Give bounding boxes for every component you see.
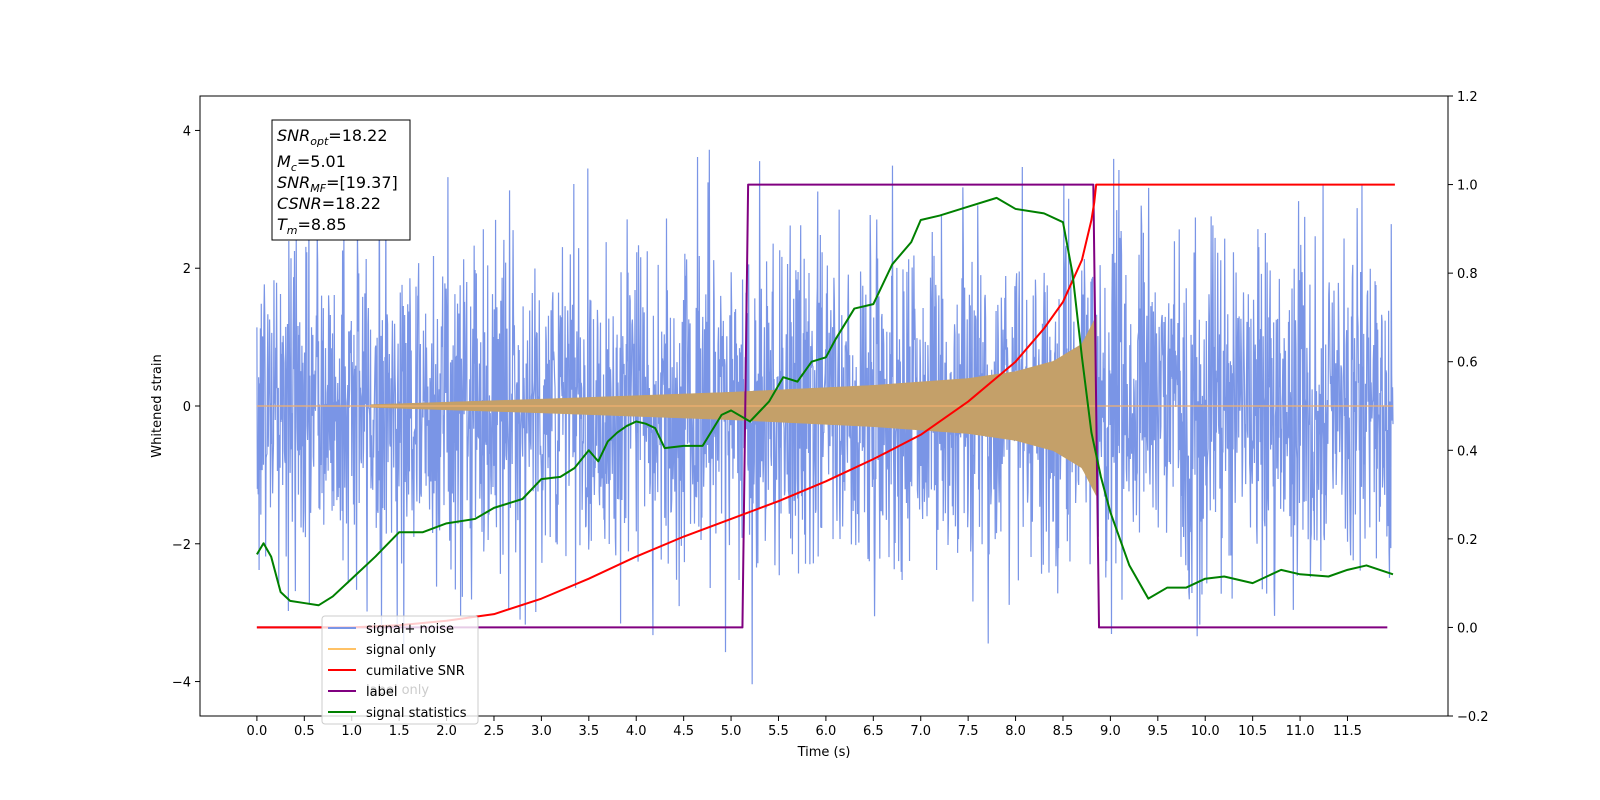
info-snr-mf-base: SNR [277, 173, 310, 192]
info-mc-base: M [277, 152, 291, 171]
x-tick-label: 11.5 [1333, 724, 1362, 739]
x-tick-label: 10.5 [1238, 724, 1267, 739]
x-tick-label: 2.5 [484, 724, 505, 739]
y-tick-label: −4 [172, 676, 191, 691]
y-axis-label: Whitened strain [150, 354, 165, 457]
info-snr-opt-base: SNR [277, 126, 310, 145]
y2-tick-label: 1.2 [1457, 90, 1478, 105]
x-tick-label: 11.0 [1286, 724, 1315, 739]
x-tick-label: 6.0 [816, 724, 837, 739]
legend-frame [321, 615, 479, 725]
info-snr-opt-sub: opt [310, 135, 329, 148]
legend-entry-label: signal+ noise [366, 622, 454, 637]
x-axis-label: Time (s) [797, 745, 851, 760]
y-tick-label: 4 [183, 124, 191, 139]
info-tm: Tm=8.85 [277, 215, 347, 237]
y2-tick-label: 0.8 [1457, 267, 1478, 282]
series-layer [256, 146, 1395, 685]
y2-tick-label: −0.2 [1457, 710, 1489, 725]
y2-tick-label: 0.0 [1457, 621, 1478, 636]
info-snr-mf-sub: MF [310, 182, 326, 195]
x-tick-label: 0.5 [294, 724, 315, 739]
x-tick-label: 5.0 [721, 724, 742, 739]
info-snr-opt: SNRopt=18.22 [277, 126, 388, 148]
y-tick-label: 0 [183, 400, 191, 415]
series-signal-statistics [256, 196, 1394, 607]
series-label [256, 183, 1388, 629]
info-csnr-base: CSNR [277, 194, 322, 213]
x-tick-label: 8.5 [1053, 724, 1074, 739]
y2-tick-label: 1.0 [1457, 179, 1478, 194]
x-tick-label: 8.0 [1005, 724, 1026, 739]
info-mc-value: =5.01 [297, 152, 346, 171]
x-tick-label: 7.0 [910, 724, 931, 739]
x-tick-label: 3.0 [531, 724, 552, 739]
x-tick-label: 2.0 [436, 724, 457, 739]
legend: label only signal+ noise signal only cumil… [321, 615, 479, 725]
info-snr-mf: SNRMF=[19.37] [277, 173, 398, 195]
info-snr-mf-value: =[19.37] [326, 173, 398, 192]
legend-entry-label: cumilative SNR [366, 664, 465, 679]
info-box: SNRopt=18.22 Mc=5.01 SNRMF=[19.37] CSNR=… [271, 119, 411, 241]
legend-entries: signal+ noise signal only cumilative SNR la… [328, 622, 467, 721]
info-tm-sub: m [287, 224, 298, 237]
x-tick-label: 4.0 [626, 724, 647, 739]
info-tm-base: T [277, 215, 288, 234]
x-tick-label: 0.0 [247, 724, 268, 739]
info-mc-sub: c [291, 161, 297, 174]
legend-entry-label: signal only [366, 643, 436, 658]
x-tick-label: 1.0 [341, 724, 362, 739]
x-tick-label: 6.5 [863, 724, 884, 739]
x-tick-label: 1.5 [389, 724, 410, 739]
legend-hidden-text: label only [366, 683, 429, 698]
x-tick-label: 9.5 [1147, 724, 1168, 739]
y-tick-label: −2 [172, 538, 191, 553]
x-tick-label: 3.5 [578, 724, 599, 739]
info-mc: Mc=5.01 [277, 152, 346, 174]
x-tick-label: 10.0 [1191, 724, 1220, 739]
legend-entry-label: label [366, 685, 397, 700]
x-tick-label: 5.5 [768, 724, 789, 739]
info-csnr-value: =18.22 [322, 194, 381, 213]
info-csnr: CSNR=18.22 [277, 194, 381, 213]
series-signal-noise [256, 146, 1394, 685]
y2-tick-label: 0.6 [1457, 356, 1478, 371]
x-tick-label: 4.5 [673, 724, 694, 739]
y2-tick-label: 0.2 [1457, 533, 1478, 548]
legend-entry-label: signal statistics [366, 706, 467, 721]
info-snr-opt-value: =18.22 [328, 126, 387, 145]
y2-tick-label: 0.4 [1457, 444, 1478, 459]
axes-layer: 0.0 0.5 1.0 1.5 2.0 2.5 3.0 3.5 4.0 4.5 5.0 5.5 6.0 6… [172, 90, 1489, 739]
y-tick-label: 2 [183, 262, 191, 277]
x-tick-label: 9.0 [1100, 724, 1121, 739]
x-tick-label: 7.5 [958, 724, 979, 739]
info-box-frame [271, 119, 411, 241]
info-tm-value: =8.85 [298, 215, 347, 234]
series-cumulative-snr [256, 183, 1395, 629]
